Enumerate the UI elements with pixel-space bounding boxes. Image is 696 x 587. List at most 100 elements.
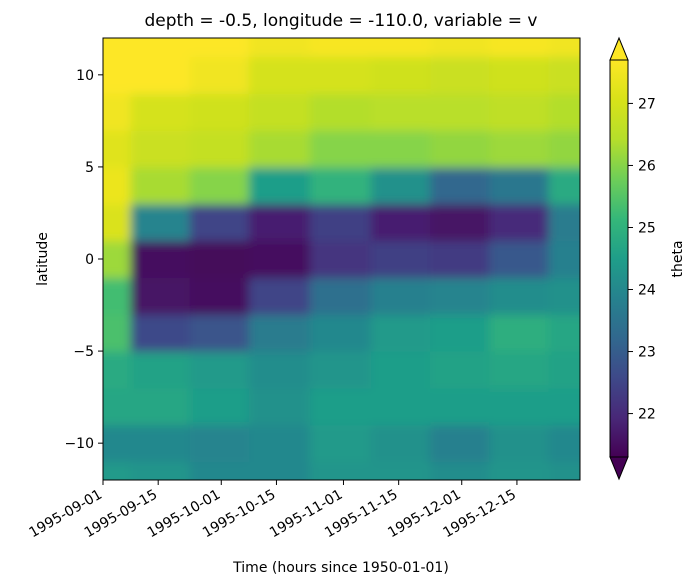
heatmap-cell <box>130 424 191 463</box>
heatmap-cell <box>430 203 490 242</box>
heatmap-cell <box>309 93 372 131</box>
heatmap-cell <box>548 38 580 58</box>
heatmap-cell <box>309 38 372 58</box>
heatmap-cell <box>130 203 191 242</box>
heatmap-cell <box>189 424 250 463</box>
heatmap-cell <box>189 56 250 94</box>
y-axis-title: latitude <box>35 232 51 286</box>
heatmap-cell <box>371 203 431 242</box>
heatmap-cell <box>189 387 250 426</box>
colorbar-tick-label: 23 <box>638 345 656 361</box>
heatmap-cell <box>489 56 550 94</box>
heatmap-cell <box>248 424 311 463</box>
heatmap-cell <box>371 240 431 279</box>
heatmap-cell <box>430 461 490 480</box>
heatmap-cell <box>189 314 250 352</box>
heatmap-cell <box>130 240 191 279</box>
heatmap-cell <box>189 203 250 242</box>
heatmap-cell <box>548 93 580 131</box>
heatmap-cell <box>548 351 580 389</box>
heatmap-cell <box>189 461 250 480</box>
heatmap-cell <box>248 277 311 315</box>
heatmap-cell <box>248 56 311 94</box>
heatmap-cell <box>309 424 372 463</box>
heatmap-cell <box>130 93 191 131</box>
heatmap-cell <box>371 387 431 426</box>
y-tick-label: 10 <box>76 68 94 84</box>
heatmap-cell <box>430 314 490 352</box>
heatmap-cell <box>248 93 311 131</box>
heatmap-cell <box>548 461 580 480</box>
heatmap-cell <box>130 56 191 94</box>
heatmap-cell <box>371 277 431 315</box>
heatmap-cell <box>189 240 250 279</box>
heatmap-area <box>103 38 580 480</box>
heatmap-cell <box>489 166 550 205</box>
heatmap-cell <box>309 351 372 389</box>
heatmap-cell <box>189 93 250 131</box>
colorbar-tick-label: 22 <box>638 407 656 423</box>
heatmap-cell <box>548 240 580 279</box>
heatmap-cell <box>248 461 311 480</box>
heatmap-cell <box>248 387 311 426</box>
heatmap-cell <box>103 424 132 463</box>
y-tick-label: −10 <box>64 436 94 452</box>
y-tick-label: −5 <box>73 344 94 360</box>
heatmap-cell <box>430 387 490 426</box>
heatmap-cell <box>430 130 490 168</box>
heatmap-cell <box>548 130 580 168</box>
heatmap-cell <box>548 314 580 352</box>
colorbar-label: theta <box>670 240 686 277</box>
heatmap-cell <box>103 93 132 131</box>
heatmap-cell <box>248 130 311 168</box>
heatmap-cell <box>248 314 311 352</box>
heatmap-cell <box>130 130 191 168</box>
y-tick-label: 5 <box>85 160 94 176</box>
heatmap-cell <box>430 166 490 205</box>
heatmap-cell <box>130 38 191 58</box>
heatmap-cell <box>309 277 372 315</box>
heatmap-cell <box>103 277 132 315</box>
heatmap-cell <box>430 38 490 58</box>
heatmap-cell <box>189 166 250 205</box>
heatmap-cell <box>130 461 191 480</box>
heatmap-cell <box>489 461 550 480</box>
heatmap-cell <box>371 461 431 480</box>
colorbar-tick-label: 25 <box>638 220 656 236</box>
heatmap-cell <box>309 461 372 480</box>
heatmap-cell <box>189 130 250 168</box>
heatmap-cell <box>489 93 550 131</box>
heatmap-cell <box>130 314 191 352</box>
heatmap-cell <box>248 351 311 389</box>
heatmap-cell <box>371 38 431 58</box>
colorbar-body <box>609 59 629 458</box>
heatmap-cell <box>548 277 580 315</box>
heatmap-cell <box>248 203 311 242</box>
heatmap-cell <box>371 93 431 131</box>
colorbar-tick-label: 27 <box>638 96 656 112</box>
heatmap-cell <box>248 166 311 205</box>
heatmap-cell <box>489 424 550 463</box>
heatmap-cell <box>489 314 550 352</box>
heatmap-cell <box>430 56 490 94</box>
heatmap-cell <box>548 56 580 94</box>
heatmap-cell <box>430 277 490 315</box>
heatmap-cell <box>189 38 250 58</box>
heatmap-cell <box>309 314 372 352</box>
heatmap-cell <box>103 203 132 242</box>
heatmap-cell <box>103 351 132 389</box>
heatmap-cell <box>489 387 550 426</box>
heatmap-cell <box>548 424 580 463</box>
y-axis: −10 −5 0 5 10 <box>64 68 103 452</box>
heatmap-cell <box>430 424 490 463</box>
heatmap-cell <box>103 461 132 480</box>
heatmap-cell <box>189 351 250 389</box>
heatmap-cell <box>489 351 550 389</box>
chart-title: depth = -0.5, longitude = -110.0, variab… <box>145 11 538 31</box>
heatmap-cell <box>103 38 132 58</box>
colorbar-tick-label: 26 <box>638 158 656 174</box>
heatmap-cell <box>189 277 250 315</box>
heatmap-cell <box>309 166 372 205</box>
heatmap-cell <box>248 38 311 58</box>
